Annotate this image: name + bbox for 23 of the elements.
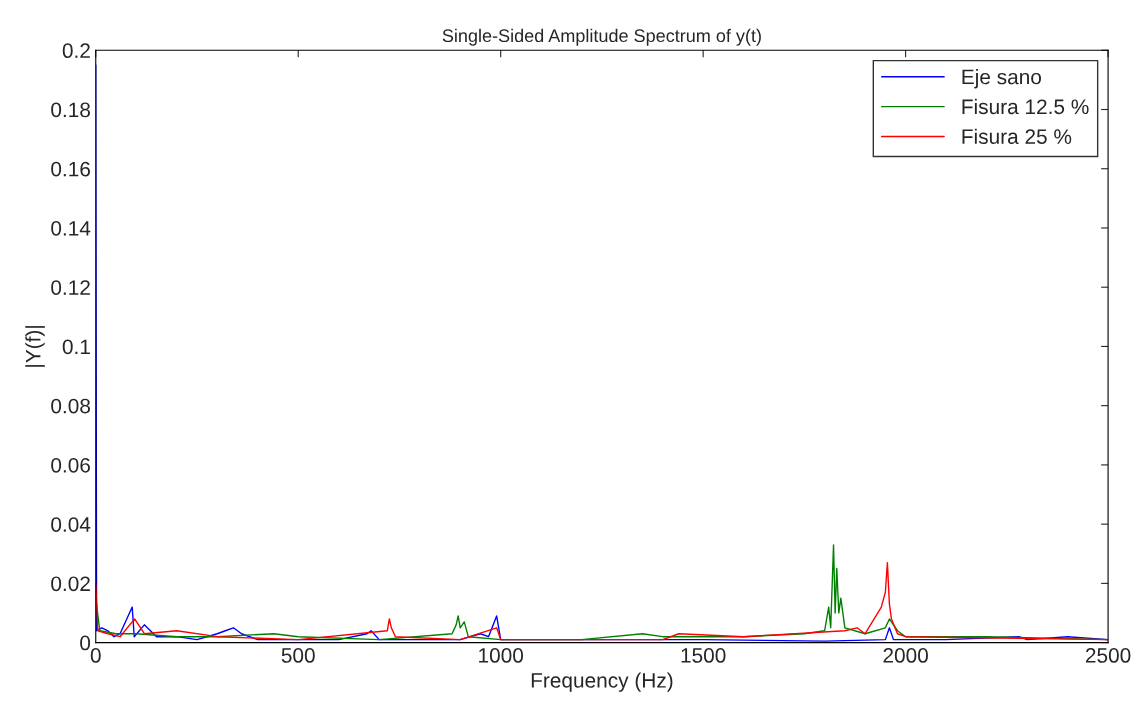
y-tick-label: 0.12: [51, 280, 90, 295]
x-tick-label: 2500: [1085, 648, 1131, 663]
y-tick-label: 0: [80, 635, 91, 651]
legend-label: Fisura 12.5 %: [962, 98, 1089, 115]
x-tick-label: 0: [90, 648, 101, 663]
y-tick-label: 0.02: [51, 576, 90, 592]
y-tick-label: 0.16: [51, 161, 90, 177]
y-tick-label: 0.06: [51, 457, 90, 473]
x-tick-label: 2000: [883, 648, 928, 663]
chart-title: Single-Sided Amplitude Spectrum of y(t): [442, 28, 761, 46]
legend-label: Eje sano: [962, 69, 1042, 89]
y-tick-label: 0.08: [51, 398, 90, 414]
y-tick-label: 0.18: [51, 102, 90, 118]
x-tick-label: 1500: [681, 648, 726, 663]
y-tick-label: 0.14: [51, 220, 91, 236]
y-tick-label: 0.1: [62, 339, 90, 355]
y-axis-title: |Y(f)|: [25, 326, 45, 367]
y-tick-label: 0.04: [51, 517, 91, 532]
x-tick-label: 1000: [479, 648, 524, 663]
legend-label: Fisura 25 %: [962, 128, 1072, 144]
y-tick-label: 0.2: [62, 43, 90, 59]
x-axis-title: Frequency (Hz): [531, 672, 673, 692]
x-tick-label: 500: [281, 648, 315, 663]
